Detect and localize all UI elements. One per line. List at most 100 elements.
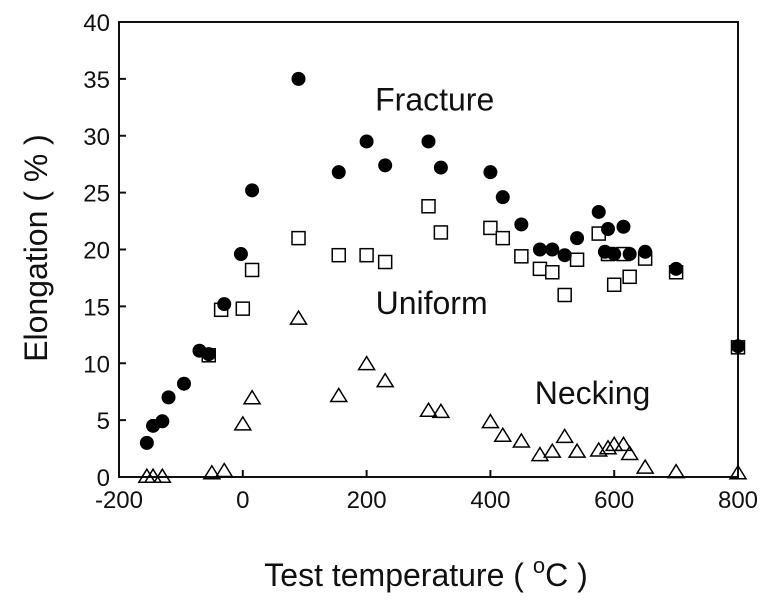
- uniform-point: [359, 247, 374, 263]
- fracture-point: [433, 160, 448, 175]
- fracture-point: [421, 134, 436, 149]
- fracture-point: [139, 435, 154, 450]
- fracture-point: [591, 204, 606, 219]
- y-tick-label: 10: [83, 351, 110, 378]
- fracture-point: [245, 183, 260, 198]
- annotation-necking: Necking: [535, 375, 651, 411]
- necking-point: [329, 387, 349, 403]
- necking-point: [604, 435, 624, 452]
- y-tick-label: 20: [83, 238, 110, 265]
- fracture-point: [378, 158, 393, 173]
- fracture-point: [601, 222, 616, 237]
- necking-point: [357, 355, 376, 371]
- fracture-point: [557, 248, 572, 263]
- necking-point: [620, 445, 640, 461]
- uniform-point: [244, 262, 260, 278]
- necking-point: [431, 402, 451, 419]
- uniform-point: [235, 301, 251, 316]
- necking-point: [481, 413, 500, 429]
- necking-point: [598, 439, 618, 455]
- necking-point: [614, 435, 633, 452]
- y-axis-ticks: 0 5 10 15 20 25 30 35 40: [83, 10, 126, 492]
- fracture-point: [545, 242, 560, 257]
- uniform-point: [291, 230, 306, 246]
- y-tick-label: 15: [83, 294, 110, 321]
- uniform-point: [569, 252, 585, 267]
- x-tick-label: -200: [95, 487, 143, 514]
- x-tick-label: 800: [718, 487, 758, 514]
- necking-point: [375, 372, 395, 388]
- annotation-fracture: Fracture: [375, 81, 494, 117]
- necking-point: [202, 464, 222, 480]
- uniform-point: [483, 220, 498, 236]
- fracture-point: [532, 242, 547, 257]
- necking-point: [289, 309, 308, 325]
- uniform-point: [514, 249, 529, 264]
- necking-point: [419, 401, 438, 417]
- x-axis-label-main: Test temperature (: [264, 557, 533, 593]
- x-tick-label: 600: [594, 487, 634, 514]
- necking-point: [152, 467, 172, 483]
- chart-annotations: Fracture Uniform Necking: [375, 81, 650, 410]
- y-axis-label: Elongation ( % ): [18, 134, 54, 362]
- annotation-uniform: Uniform: [376, 285, 488, 321]
- data-points: [137, 71, 748, 483]
- x-axis-label-unit: C ): [545, 557, 588, 593]
- necking-point: [542, 442, 562, 458]
- y-tick-label: 40: [83, 10, 110, 37]
- x-tick-label: 0: [236, 487, 249, 514]
- necking-point: [242, 389, 262, 405]
- necking-point: [214, 462, 234, 478]
- fracture-point: [514, 217, 529, 232]
- fracture-point: [359, 134, 374, 149]
- uniform-point: [433, 225, 449, 240]
- necking-point: [143, 467, 163, 483]
- fracture-point: [483, 165, 498, 180]
- uniform-point: [606, 277, 622, 293]
- uniform-point: [545, 265, 560, 280]
- y-tick-label: 30: [83, 124, 110, 151]
- fracture-point: [731, 339, 745, 354]
- fracture-point: [201, 347, 216, 362]
- x-axis-label: Test temperature ( oC ): [264, 553, 587, 593]
- uniform-point: [495, 230, 511, 246]
- y-tick-label: 25: [83, 181, 110, 208]
- fracture-point: [217, 297, 232, 312]
- fracture-point: [570, 231, 585, 246]
- x-tick-label: 200: [347, 487, 387, 514]
- fracture-point: [622, 247, 637, 262]
- uniform-point: [532, 261, 548, 277]
- necking-point: [233, 415, 253, 431]
- necking-point: [555, 427, 575, 444]
- uniform-point: [557, 287, 572, 303]
- fracture-point: [607, 247, 622, 262]
- necking-point: [567, 442, 587, 458]
- fracture-point: [669, 261, 684, 276]
- uniform-point: [622, 269, 637, 285]
- fracture-point: [495, 190, 510, 205]
- uniform-point: [377, 254, 393, 270]
- fracture-point: [291, 71, 306, 86]
- fracture-point: [233, 247, 248, 262]
- uniform-point: [421, 199, 436, 214]
- necking-point: [512, 432, 531, 448]
- necking-point: [493, 426, 513, 442]
- x-tick-label: 400: [470, 487, 510, 514]
- necking-point: [635, 458, 655, 474]
- fracture-point: [161, 390, 176, 405]
- fracture-point: [331, 165, 346, 180]
- necking-point: [666, 463, 686, 479]
- necking-point: [530, 446, 550, 462]
- fracture-point: [638, 244, 653, 259]
- uniform-point: [331, 247, 346, 263]
- y-tick-label: 35: [83, 67, 110, 94]
- y-tick-label: 0: [97, 465, 110, 492]
- necking-point: [728, 464, 748, 480]
- fracture-point: [176, 376, 191, 391]
- fracture-point: [616, 219, 631, 234]
- x-axis-ticks: -200 0 200 400 600 800: [95, 470, 758, 514]
- y-tick-label: 5: [97, 408, 110, 435]
- x-axis-label-degree: o: [533, 553, 545, 578]
- fracture-point: [155, 414, 170, 429]
